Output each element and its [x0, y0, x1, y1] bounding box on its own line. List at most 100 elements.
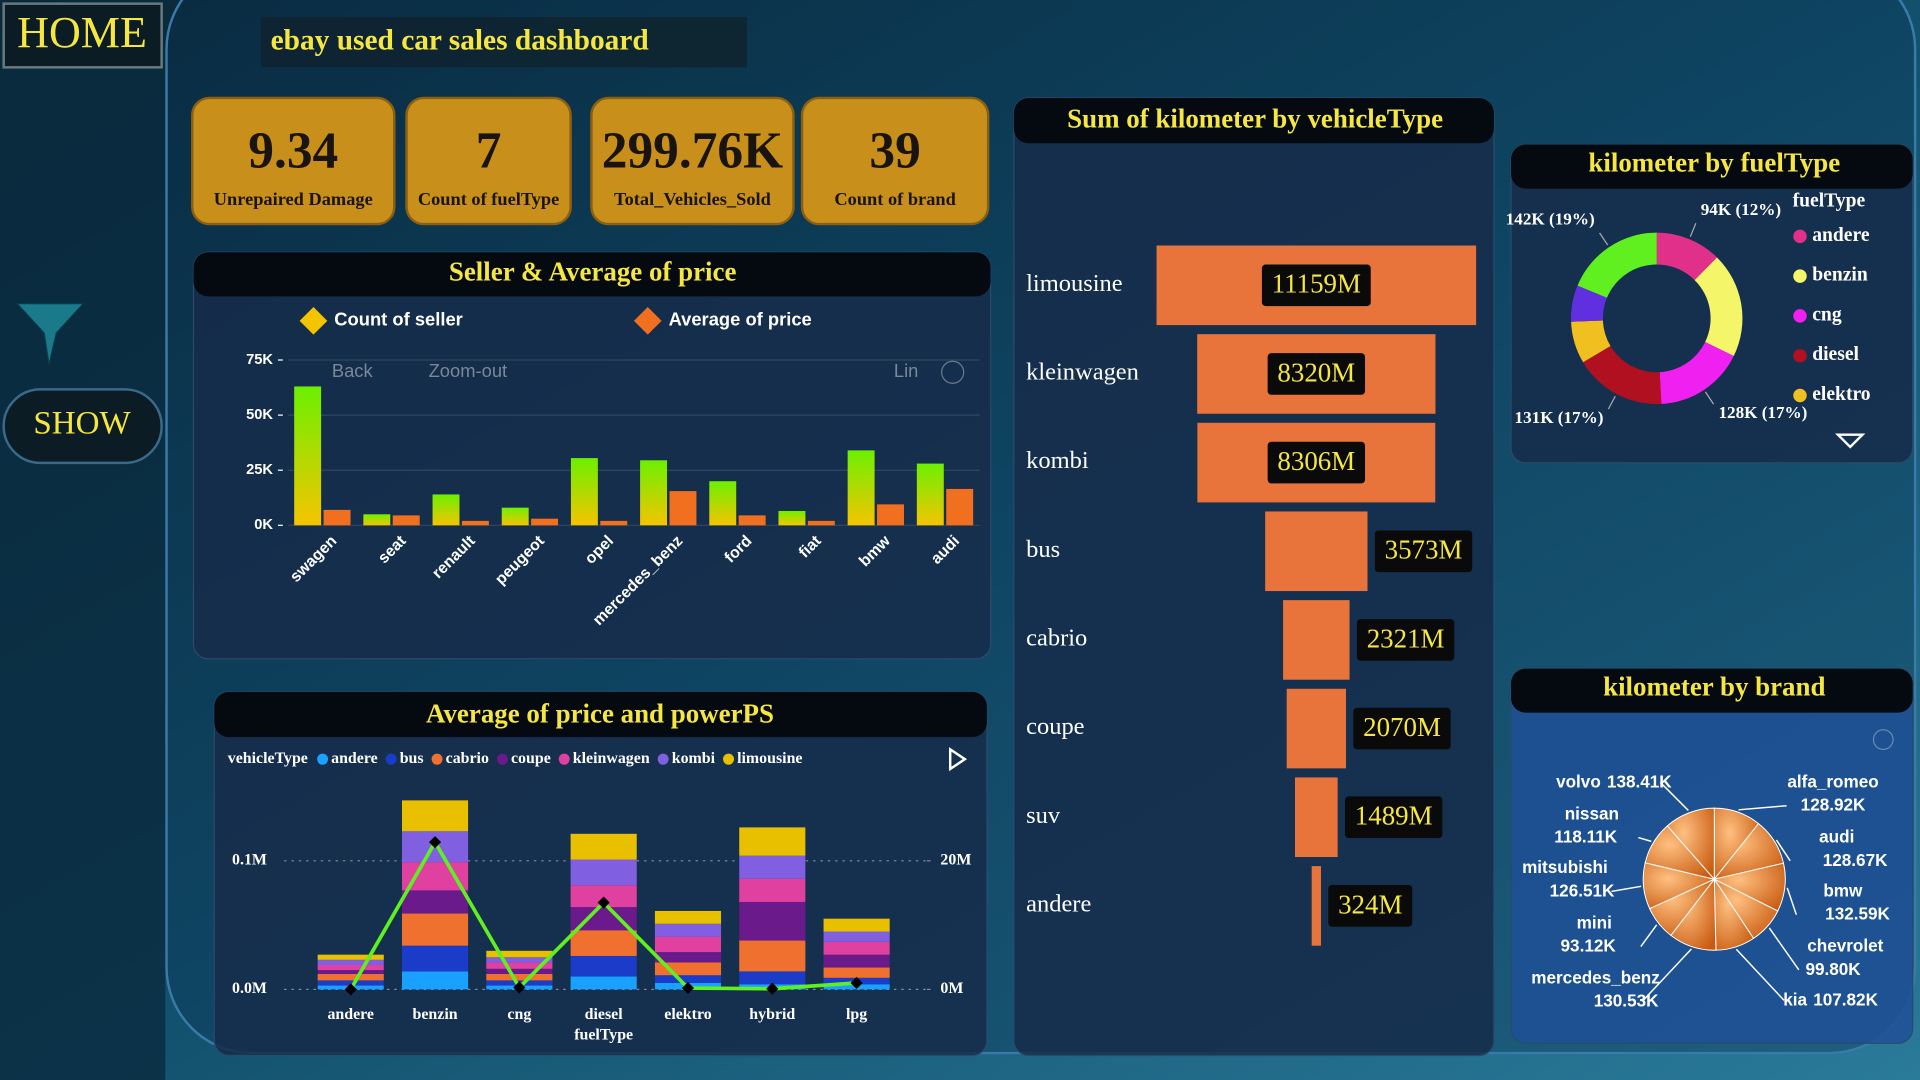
- bar: [501, 507, 529, 526]
- leader-line: [1689, 223, 1697, 238]
- bar-segment: [317, 964, 384, 971]
- legend-title: vehicleType: [228, 750, 308, 767]
- data-label-box: [1353, 707, 1451, 750]
- data-label-box: [1374, 530, 1473, 573]
- y-tick-label: 0.1M: [232, 851, 267, 868]
- funnel-bar: [1311, 866, 1321, 946]
- category-label: volvo: [1556, 771, 1601, 791]
- bar-segment: [401, 862, 469, 891]
- show-button[interactable]: [2, 388, 163, 465]
- title-box: [260, 17, 747, 68]
- data-label: nissan 118.11K: [1554, 803, 1619, 846]
- bar-segment: [654, 910, 722, 924]
- bar-segment: [739, 827, 806, 856]
- leader-line: [1704, 391, 1715, 405]
- category-label: bus: [1026, 536, 1060, 563]
- kpi-label: Count of brand: [834, 189, 955, 209]
- bar: [640, 460, 668, 526]
- funnel-bar: [1295, 777, 1338, 858]
- panel-header: [1013, 97, 1494, 144]
- data-label-box: [1261, 264, 1371, 307]
- category-label: coupe: [1026, 713, 1085, 740]
- value-label: 128.67K: [1823, 849, 1888, 869]
- bar: [778, 510, 806, 526]
- bar: [877, 504, 904, 526]
- data-label: 11159M: [1272, 269, 1361, 299]
- kpi-label: Unrepaired Damage: [214, 189, 373, 209]
- kpi-value: 39: [869, 122, 920, 179]
- y2-tick-label: 20M: [940, 851, 971, 868]
- bar-segment: [486, 957, 553, 963]
- show-label[interactable]: SHOW: [33, 406, 131, 442]
- bar-segment: [401, 890, 469, 914]
- data-label: bmw 132.59K: [1823, 880, 1890, 923]
- chart-title: kilometer by fuelType: [1588, 147, 1840, 177]
- chart-control[interactable]: Zoom-out: [429, 360, 508, 381]
- legend-label: andere: [1812, 225, 1870, 246]
- chart-control[interactable]: Lin: [894, 360, 919, 381]
- bar-segment: [654, 923, 722, 937]
- category-label: kia: [1783, 989, 1807, 1009]
- legend-label: benzin: [1812, 265, 1868, 286]
- home-label[interactable]: HOME: [17, 8, 147, 57]
- bar: [323, 509, 351, 526]
- data-label: 1489M: [1355, 801, 1433, 831]
- line-marker: [597, 896, 610, 909]
- legend-next[interactable]: [948, 747, 968, 772]
- bar: [669, 491, 697, 526]
- bar: [738, 515, 766, 526]
- bar-segment: [739, 901, 806, 941]
- bar: [709, 481, 737, 526]
- pie-slice: [1571, 285, 1607, 322]
- filter-icon[interactable]: [15, 303, 85, 366]
- legend-swatch: [1793, 309, 1807, 323]
- pie-slice: [1577, 232, 1657, 298]
- legend-swatch: [558, 753, 570, 765]
- bar: [916, 463, 944, 526]
- bar-segment: [570, 833, 637, 860]
- y2-tick-label: 0M: [940, 980, 963, 997]
- legend-label: elektro: [1812, 384, 1871, 405]
- value-label: 128.92K: [1801, 794, 1866, 814]
- value-label: 138.41K: [1607, 771, 1672, 791]
- data-label: volvo 138.41K: [1556, 771, 1672, 791]
- category-label: mitsubishi: [1522, 857, 1608, 877]
- bar-segment: [401, 945, 469, 972]
- data-label: alfa_romeo 128.92K: [1787, 771, 1878, 814]
- chart-control[interactable]: Back: [332, 360, 374, 381]
- chart-title: Average of price and powerPS: [426, 699, 774, 729]
- bar: [600, 520, 628, 526]
- kpi-card: [590, 96, 795, 226]
- kpi-label: Count of fuelType: [418, 189, 559, 209]
- value-label: 130.53K: [1594, 990, 1659, 1010]
- bar-segment: [739, 878, 806, 902]
- pie-slice: [1659, 342, 1734, 404]
- bar: [531, 518, 559, 526]
- bar-segment: [654, 936, 722, 953]
- value-label: 99.80K: [1805, 958, 1861, 978]
- legend-more[interactable]: [1835, 433, 1866, 449]
- leader-line: [1640, 924, 1658, 947]
- legend-label: cabrio: [446, 750, 489, 767]
- legend-label: coupe: [511, 750, 551, 767]
- leader-line: [1641, 948, 1692, 1003]
- category-label: nissan: [1565, 803, 1619, 823]
- panel-header: [1511, 144, 1913, 189]
- help-icon[interactable]: [1872, 729, 1894, 750]
- x-axis-title: fuelType: [574, 1027, 633, 1044]
- legend-swatch: [657, 753, 669, 765]
- bar-segment: [401, 800, 469, 832]
- x-tick-label: elektro: [664, 1006, 711, 1023]
- bar: [570, 458, 598, 526]
- data-label: mini 93.12K: [1561, 912, 1617, 955]
- data-label-box: [1267, 441, 1366, 484]
- legend-swatch: [1793, 348, 1807, 363]
- category-label: audi: [1819, 826, 1854, 846]
- help-icon[interactable]: [941, 360, 965, 384]
- data-label: 94K (12%): [1701, 200, 1781, 219]
- y-tick-label: 0.0M: [232, 980, 267, 997]
- bar: [461, 520, 489, 526]
- leader-line: [1611, 885, 1642, 893]
- legend-title: fuelType: [1793, 191, 1866, 212]
- home-button[interactable]: [2, 2, 163, 69]
